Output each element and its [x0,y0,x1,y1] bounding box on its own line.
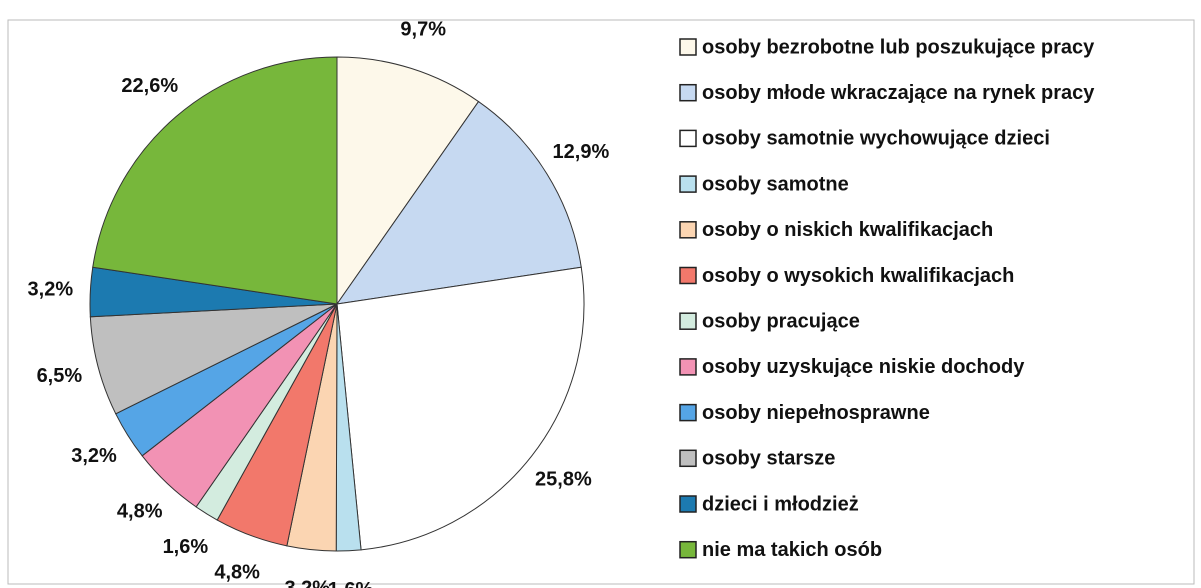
data-label: 4,8% [117,501,163,523]
data-label: 1,6% [328,579,374,588]
data-label: 3,2% [71,445,117,467]
legend-swatch [679,403,697,422]
data-label: 3,2% [284,578,330,588]
pie-slice [336,266,585,551]
legend-label: osoby pracujące [702,310,860,332]
legend-label: osoby starsze [702,448,835,470]
pie-slice [336,56,480,306]
legend-swatch [679,449,697,468]
legend-label: osoby o niskich kwalifikacjach [702,219,993,241]
legend-swatch [679,358,697,376]
legend-label: osoby samotnie wychowujące dzieci [702,128,1050,150]
data-label: 3,2% [28,278,74,300]
legend-label: osoby niepełnosprawne [702,402,930,424]
legend-label: osoby bezrobotne lub poszukujące pracy [702,36,1095,58]
legend-label: dzieci i młodzież [702,493,859,515]
data-label: 9,7% [400,19,446,41]
data-label: 22,6% [121,75,178,97]
legend-swatch [679,495,697,513]
legend-swatch [679,540,697,559]
legend-swatch [679,221,697,239]
legend-label: osoby o wysokich kwalifikacjach [702,265,1014,287]
data-label: 6,5% [37,365,83,387]
legend-swatch [679,38,697,56]
legend-label: osoby samotne [702,173,849,195]
legend-swatch [679,266,697,285]
data-label: 12,9% [553,141,610,163]
legend-label: nie ma takich osób [702,539,882,561]
legend-swatch [679,129,697,148]
data-label: 1,6% [163,536,209,558]
legend-swatch [679,312,697,330]
legend-swatch [679,175,697,193]
pie-slice [335,100,582,305]
chart-frame [7,19,1195,585]
legend-swatch [679,83,697,102]
legend-label: osoby uzyskujące niskie dochody [702,356,1025,378]
legend-label: osoby młode wkraczające na rynek pracy [702,82,1095,104]
data-label: 4,8% [214,561,260,583]
pie-slice [92,56,338,305]
data-label: 25,8% [535,469,592,491]
